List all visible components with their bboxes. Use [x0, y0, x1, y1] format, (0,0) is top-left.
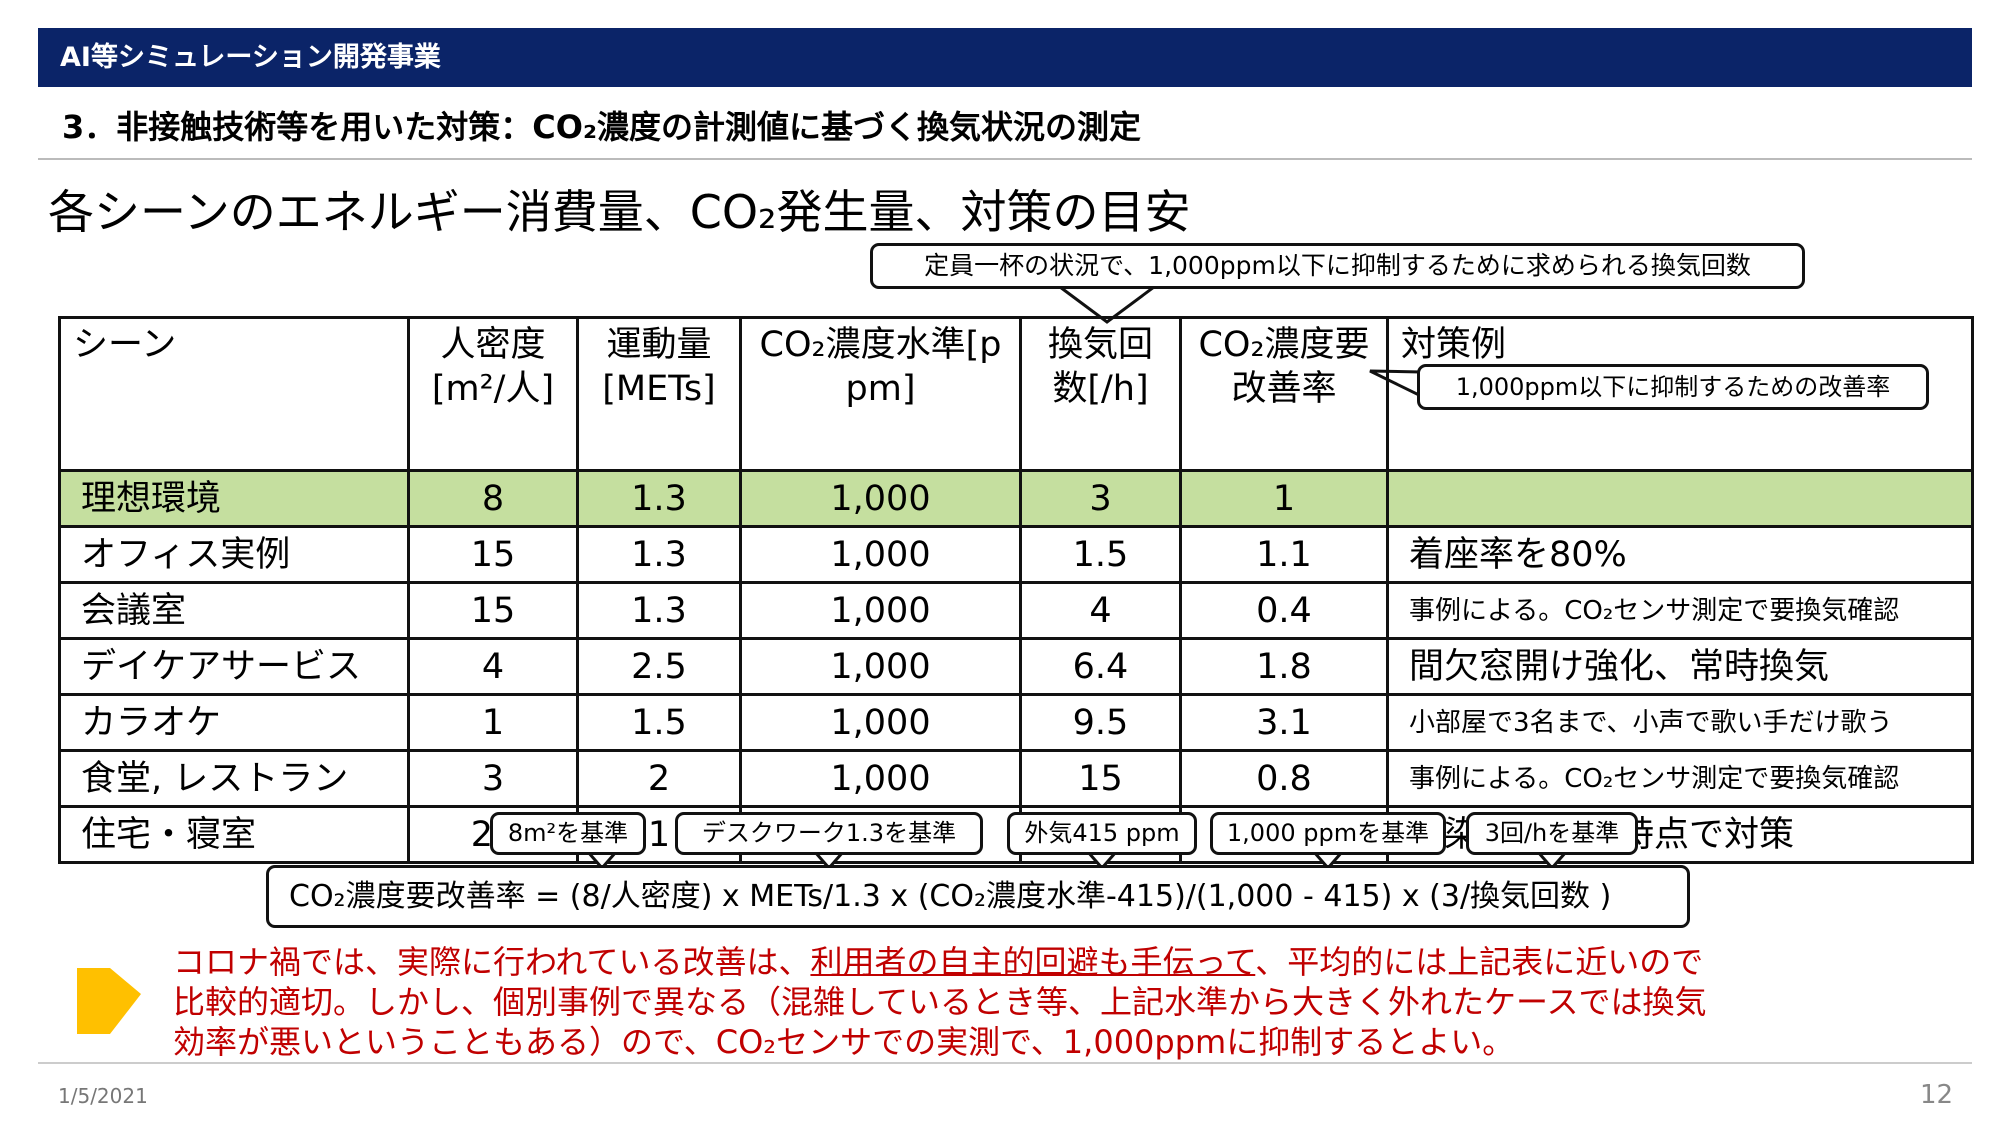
table-cell: デイケアサービス — [58, 637, 410, 696]
table-cell: 3 — [1019, 469, 1182, 528]
date: 1/5/2021 — [58, 1084, 148, 1108]
table-cell: 会議室 — [58, 581, 410, 640]
table-cell: 1,000 — [739, 637, 1022, 696]
table-cell: 4 — [1019, 581, 1182, 640]
table-cell: 1,000 — [739, 581, 1022, 640]
table-cell: 15 — [407, 525, 579, 584]
table-cell: 事例による。CO₂センサ測定で要換気確認 — [1386, 581, 1974, 640]
table-cell: 0.4 — [1179, 581, 1389, 640]
table-cell: 1.3 — [576, 525, 742, 584]
note-underlined: 利用者の自主的回避も手伝って — [810, 943, 1256, 981]
column-header: シーン — [58, 316, 410, 472]
formula-note: 8m²を基準 — [490, 812, 646, 855]
table-cell: 1,000 — [739, 525, 1022, 584]
table-cell: 1.3 — [576, 581, 742, 640]
table-cell: 3.1 — [1179, 693, 1389, 752]
table-cell: カラオケ — [58, 693, 410, 752]
formula-note: 3回/hを基準 — [1466, 812, 1638, 855]
table-cell: 8 — [407, 469, 579, 528]
table-cell: 1.1 — [1179, 525, 1389, 584]
table-cell: 1.5 — [1019, 525, 1182, 584]
table-cell: 1,000 — [739, 693, 1022, 752]
formula-note: 外気415 ppm — [1007, 812, 1197, 855]
column-header: CO₂濃度要改善率 — [1179, 316, 1389, 472]
banner: AI等シミュレーション開発事業 — [38, 28, 1972, 87]
note-text: コロナ禍では、実際に行われている改善は、 — [173, 943, 811, 981]
column-header: CO₂濃度水準[ppm] — [739, 316, 1022, 472]
divider — [38, 1062, 1972, 1064]
table-cell: 1,000 — [739, 469, 1022, 528]
table-cell: 4 — [407, 637, 579, 696]
table-cell: 小部屋で3名まで、小声で歌い手だけ歌う — [1386, 693, 1974, 752]
table-cell: 3 — [407, 749, 579, 808]
table-cell: 0.8 — [1179, 749, 1389, 808]
column-header: 運動量[METs] — [576, 316, 742, 472]
table-row: 会議室 15 1.3 1,000 4 0.4 事例による。CO₂センサ測定で要換気確認 — [58, 581, 1974, 640]
table-row: 理想環境 8 1.3 1,000 3 1 — [58, 469, 1974, 528]
table-cell: 15 — [1019, 749, 1182, 808]
table-row: 食堂, レストラン 3 2 1,000 15 0.8 事例による。CO₂センサ測定で要換気確… — [58, 749, 1974, 808]
table-cell: 6.4 — [1019, 637, 1182, 696]
table-cell: 1.8 — [1179, 637, 1389, 696]
table-row: オフィス実例 15 1.3 1,000 1.5 1.1 着座率を80% — [58, 525, 1974, 584]
column-header: 人密度[m²/人] — [407, 316, 579, 472]
callout: 1,000ppm以下に抑制するための改善率 — [1417, 364, 1929, 410]
column-header: 換気回数[/h] — [1019, 316, 1182, 472]
table-cell — [1386, 469, 1974, 528]
table-cell: 15 — [407, 581, 579, 640]
table-cell: 理想環境 — [58, 469, 410, 528]
table-cell: 1 — [1179, 469, 1389, 528]
callout: 定員一杯の状況で、1,000ppm以下に抑制するために求められる換気回数 — [870, 243, 1805, 289]
note: コロナ禍では、実際に行われている改善は、利用者の自主的回避も手伝って、平均的には… — [173, 942, 1718, 1062]
slide-title: 3．非接触技術等を用いた対策：CO₂濃度の計測値に基づく換気状況の測定 — [62, 108, 1141, 146]
note-text: 、平均的には上記表に近いので比較的適切。しかし、個別事例で異なる（混雑していると… — [173, 943, 1707, 1061]
formula: CO₂濃度要改善率 = (8/人密度) x METs/1.3 x (CO₂濃度水… — [266, 865, 1690, 928]
table-cell: 1.5 — [576, 693, 742, 752]
table-cell: 食堂, レストラン — [58, 749, 410, 808]
page-number: 12 — [1920, 1080, 1954, 1110]
formula-note: デスクワーク1.3を基準 — [675, 812, 983, 855]
table-cell: 事例による。CO₂センサ測定で要換気確認 — [1386, 749, 1974, 808]
arrow — [77, 968, 141, 1034]
table-cell: 住宅・寝室 — [58, 805, 410, 864]
table-row: カラオケ 1 1.5 1,000 9.5 3.1 小部屋で3名まで、小声で歌い手だけ歌う — [58, 693, 1974, 752]
table-cell: 間欠窓開け強化、常時換気 — [1386, 637, 1974, 696]
heading: 各シーンのエネルギー消費量、CO₂発生量、対策の目安 — [48, 185, 1191, 239]
table-cell: 1 — [407, 693, 579, 752]
table-cell: オフィス実例 — [58, 525, 410, 584]
formula-note: 1,000 ppmを基準 — [1210, 812, 1446, 855]
table-cell: 2.5 — [576, 637, 742, 696]
table-cell: 2 — [576, 749, 742, 808]
table-cell: 1,000 — [739, 749, 1022, 808]
table-cell: 9.5 — [1019, 693, 1182, 752]
divider — [38, 158, 1972, 160]
table-row: デイケアサービス 4 2.5 1,000 6.4 1.8 間欠窓開け強化、常時換気 — [58, 637, 1974, 696]
table-cell: 着座率を80% — [1386, 525, 1974, 584]
table-cell: 1.3 — [576, 469, 742, 528]
